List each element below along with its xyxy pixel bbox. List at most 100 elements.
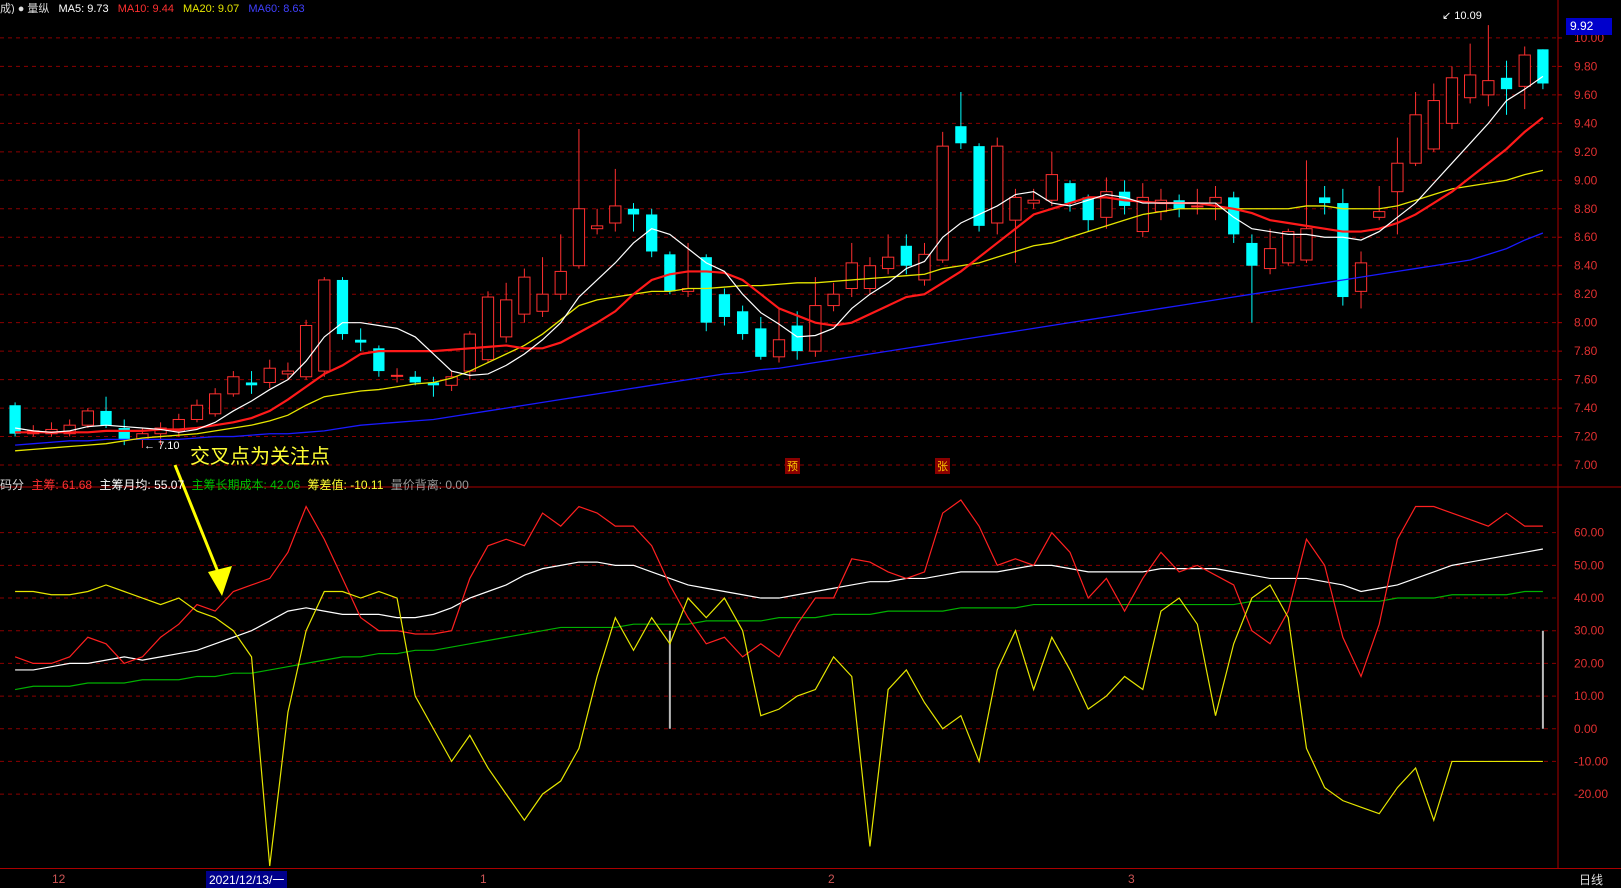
- indicator-axis-label: 50.00: [1574, 558, 1604, 572]
- indicator-axis-label: 30.00: [1574, 624, 1604, 638]
- candle-body-up: [1045, 174, 1058, 201]
- candle-body-down: [245, 382, 258, 386]
- candle-body-up: [1263, 248, 1277, 270]
- longcost-value: 42.06: [270, 478, 301, 492]
- candle-body-up: [827, 293, 840, 307]
- candle-body-up: [1027, 199, 1040, 204]
- ma-legend-bar: 成) ● 量纵 MA5: 9.73 MA10: 9.44 MA20: 9.07 …: [0, 0, 1560, 14]
- event-marker-yu[interactable]: 预: [785, 458, 800, 474]
- candle-body-up: [1191, 205, 1204, 208]
- ma60-line: [15, 232, 1544, 446]
- price-axis-label: 9.40: [1574, 116, 1598, 130]
- candle-body-up: [1409, 114, 1422, 164]
- candle-body-down: [1500, 77, 1513, 90]
- diff-line: [15, 584, 1543, 867]
- candle-body-up: [190, 404, 204, 420]
- indicator-axis-label: 0.00: [1574, 722, 1598, 736]
- candle-body-up: [772, 339, 786, 358]
- ma5-label: MA5: 9.73: [58, 3, 109, 14]
- candle-body-down: [427, 382, 440, 386]
- candle-body-up: [1518, 54, 1531, 87]
- candle-body-down: [1082, 197, 1094, 221]
- price-axis-label: 8.00: [1574, 316, 1598, 330]
- ma10-label: MA10: 9.44: [117, 3, 174, 14]
- candle-body-down: [791, 325, 803, 352]
- candle-body-down: [409, 376, 421, 383]
- candle-body-up: [445, 376, 458, 386]
- candle-body-down: [973, 146, 985, 226]
- high-marker-arrow: ↙: [1442, 10, 1455, 22]
- candle-body-up: [590, 225, 604, 230]
- zhuchou-label: 主筹:: [31, 478, 59, 492]
- candle-body-down: [1064, 183, 1076, 204]
- candle-body-up: [554, 270, 567, 295]
- monthly-value: 55.07: [154, 478, 185, 492]
- candle-body-up: [81, 410, 94, 426]
- candle-body-up: [1373, 211, 1386, 218]
- event-marker-zhang[interactable]: 张: [935, 458, 950, 474]
- price-axis-label: 8.20: [1574, 287, 1598, 301]
- candle-body-down: [1337, 203, 1349, 298]
- price-axis-label: 8.80: [1574, 202, 1598, 216]
- annotation-arrow-head: [208, 566, 232, 596]
- candle-body-down: [1537, 49, 1549, 84]
- candle-body-down: [373, 348, 385, 372]
- indicator-axis-label: -10.00: [1574, 754, 1608, 768]
- candle-body-up: [1100, 191, 1113, 218]
- zhuchou-value: 61.68: [62, 478, 93, 492]
- candle-body-down: [1173, 200, 1185, 209]
- date-axis-bar: [0, 868, 1621, 888]
- current-price-box: 9.92: [1566, 18, 1612, 35]
- candle-body-up: [1282, 231, 1295, 264]
- candle-body-down: [646, 214, 658, 252]
- price-axis-label: 8.60: [1574, 230, 1598, 244]
- candle-body-up: [609, 205, 622, 224]
- candle-body-up: [390, 374, 404, 377]
- price-axis-label: 7.80: [1574, 344, 1598, 358]
- ma10-line: [15, 116, 1544, 434]
- low-marker-arrow: ←: [144, 440, 159, 452]
- candle-body-up: [1391, 162, 1404, 193]
- candle-body-up: [263, 367, 276, 383]
- monthly-avg-line: [15, 548, 1544, 671]
- price-axis-label: 9.00: [1574, 173, 1598, 187]
- candle-body-up: [845, 262, 858, 289]
- price-axis-label: 7.60: [1574, 373, 1598, 387]
- candle-body-down: [955, 126, 967, 144]
- candle-body-down: [1246, 242, 1258, 266]
- zhuchou-line: [14, 499, 1543, 679]
- candle-body-down: [718, 294, 731, 317]
- candle-body-up: [209, 393, 222, 415]
- price-axis-label: 8.40: [1574, 259, 1598, 273]
- candle-body-up: [227, 376, 240, 395]
- candle-body-up: [1427, 100, 1440, 150]
- indicator-axis-label: 40.00: [1574, 591, 1604, 605]
- candle-body-up: [863, 265, 877, 289]
- candle-body-up: [318, 279, 331, 372]
- candle-body-down: [627, 208, 640, 215]
- divergence-value: 0.00: [445, 478, 469, 492]
- price-axis-label: 7.00: [1574, 458, 1598, 472]
- month-tick-3: 3: [1128, 872, 1135, 886]
- candle-body-up: [1209, 196, 1222, 204]
- candle-body-up: [518, 276, 531, 315]
- high-price-marker: ↙ 10.09: [1440, 9, 1484, 22]
- candle-body-up: [500, 299, 513, 338]
- ma20-line: [15, 169, 1544, 452]
- high-marker-value: 10.09: [1454, 10, 1482, 22]
- indicator-axis-label: -20.00: [1574, 787, 1608, 801]
- candle-body-up: [1464, 74, 1477, 99]
- candle-body-down: [755, 328, 767, 357]
- candle-body-down: [736, 311, 749, 335]
- candle-body-up: [1300, 228, 1313, 261]
- candle-body-up: [936, 145, 949, 261]
- indicator-name: 码分: [0, 478, 25, 492]
- candle-body-up: [281, 370, 295, 375]
- period-button[interactable]: 日线: [1579, 873, 1604, 887]
- candle-body-up: [481, 296, 495, 361]
- candle-body-up: [881, 256, 895, 270]
- ma20-label: MA20: 9.07: [183, 3, 240, 14]
- candle-body-down: [1319, 197, 1331, 204]
- selected-date: 2021/12/13/一: [206, 871, 288, 888]
